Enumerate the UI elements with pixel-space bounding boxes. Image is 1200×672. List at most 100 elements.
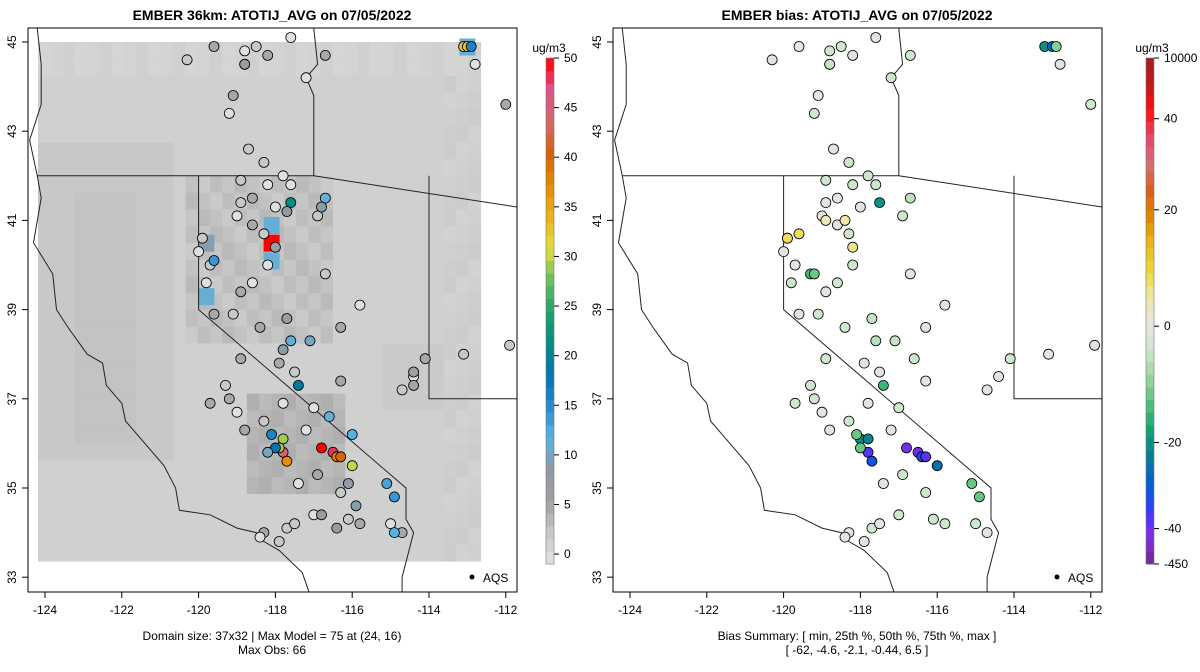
observation-point (793, 308, 805, 320)
grid-cell (136, 75, 150, 93)
grid-cell (173, 477, 187, 495)
grid-cell (99, 109, 113, 127)
grid-cell (38, 343, 51, 361)
observation-point (243, 143, 254, 155)
grid-cell (283, 142, 297, 160)
grid-cell (234, 109, 248, 127)
grid-cell (50, 376, 64, 395)
x-tick-label: -124 (33, 603, 57, 617)
observation-point (820, 286, 832, 298)
observation-point (319, 50, 331, 61)
grid-cell (382, 443, 396, 462)
grid-cell (124, 109, 137, 127)
grid-cell (160, 242, 174, 261)
grid-cell (468, 544, 482, 562)
y-tick-label: 37 (5, 392, 19, 406)
grid-cell (320, 92, 334, 110)
observation-point-highlight (346, 429, 358, 440)
grid-cell (210, 510, 223, 529)
grid-cell (468, 92, 482, 110)
grid-cell (320, 159, 334, 177)
grid-cell (443, 92, 457, 110)
observation-point-highlight (920, 451, 932, 463)
colorbar-segment (546, 146, 554, 160)
grid-cell (308, 544, 322, 562)
grid-cell (99, 393, 113, 411)
boundary-line (428, 175, 517, 400)
observation-point (862, 397, 874, 409)
observation-point (335, 321, 347, 333)
grid-cell (455, 226, 469, 244)
grid-cell (62, 443, 76, 462)
grid-cell (394, 477, 408, 495)
grid-cell (468, 259, 482, 277)
grid-cell (369, 510, 383, 529)
grid-cell (431, 226, 445, 244)
grid-cell (160, 209, 174, 227)
grid-cell (99, 192, 113, 210)
grid-cell (333, 42, 346, 60)
grid-cell (124, 192, 137, 210)
grid-cell (148, 544, 162, 562)
grid-cell (259, 477, 273, 495)
grid-cell (382, 242, 396, 261)
grid-cell (283, 410, 297, 428)
grid-cell (345, 75, 359, 93)
grid-cell (173, 92, 187, 110)
grid-cell (271, 293, 285, 311)
observation-point (458, 348, 470, 360)
model-panel: EMBER 36km: ATOTIJ_AVG on 07/05/2022 -12… (5, 7, 578, 657)
grid-cell (185, 142, 199, 160)
grid-cell (443, 460, 457, 478)
grid-cell (99, 125, 113, 143)
colorbar-segment (546, 222, 554, 236)
grid-cell (382, 125, 396, 143)
colorbar-segment (546, 285, 554, 299)
grid-cell (308, 226, 322, 244)
grid-cell (111, 309, 125, 328)
bias-summary-values: [ -62, -4.6, -2.1, -0.44, 6.5 ] (786, 643, 929, 657)
grid-cell (124, 125, 137, 143)
grid-cell (124, 142, 137, 160)
grid-cell (431, 109, 445, 127)
grid-cell (296, 58, 309, 76)
colorbar-segment (1146, 159, 1154, 173)
grid-cell (333, 460, 346, 478)
grid-cell (173, 192, 187, 210)
grid-cell (160, 410, 174, 428)
model-chart-title: EMBER 36km: ATOTIJ_AVG on 07/05/2022 (133, 7, 412, 23)
grid-cell (160, 192, 174, 210)
grid-cell (160, 376, 174, 395)
grid-cell (38, 527, 51, 545)
grid-cell (345, 125, 359, 143)
grid-cell (136, 494, 150, 512)
grid-cell (246, 259, 260, 277)
grid-cell (455, 376, 469, 395)
grid-cell (296, 92, 309, 110)
grid-cell (406, 75, 420, 93)
grid-cell (419, 142, 432, 160)
grid-cell (136, 159, 150, 177)
colorbar-segment (546, 311, 554, 325)
grid-cell (320, 393, 334, 411)
grid-cell (136, 125, 150, 143)
grid-cell (357, 75, 371, 93)
colorbar-tick-label: 20 (1164, 203, 1178, 217)
grid-cell (136, 276, 150, 294)
x-tick-label: -122 (695, 603, 719, 617)
grid-cell (406, 142, 420, 160)
grid-cell (357, 125, 371, 143)
observation-point (231, 210, 243, 222)
grid-cell (111, 343, 125, 361)
grid-cell (62, 109, 76, 127)
grid-cell (222, 192, 236, 210)
grid-cell (160, 527, 174, 545)
grid-cell (197, 75, 211, 93)
grid-cell (185, 259, 199, 277)
grid-cell (234, 527, 248, 545)
grid-cell (271, 109, 285, 127)
observation-point (878, 478, 889, 489)
grid-cell (62, 242, 76, 261)
grid-cell (197, 326, 211, 344)
grid-cell (431, 343, 445, 361)
